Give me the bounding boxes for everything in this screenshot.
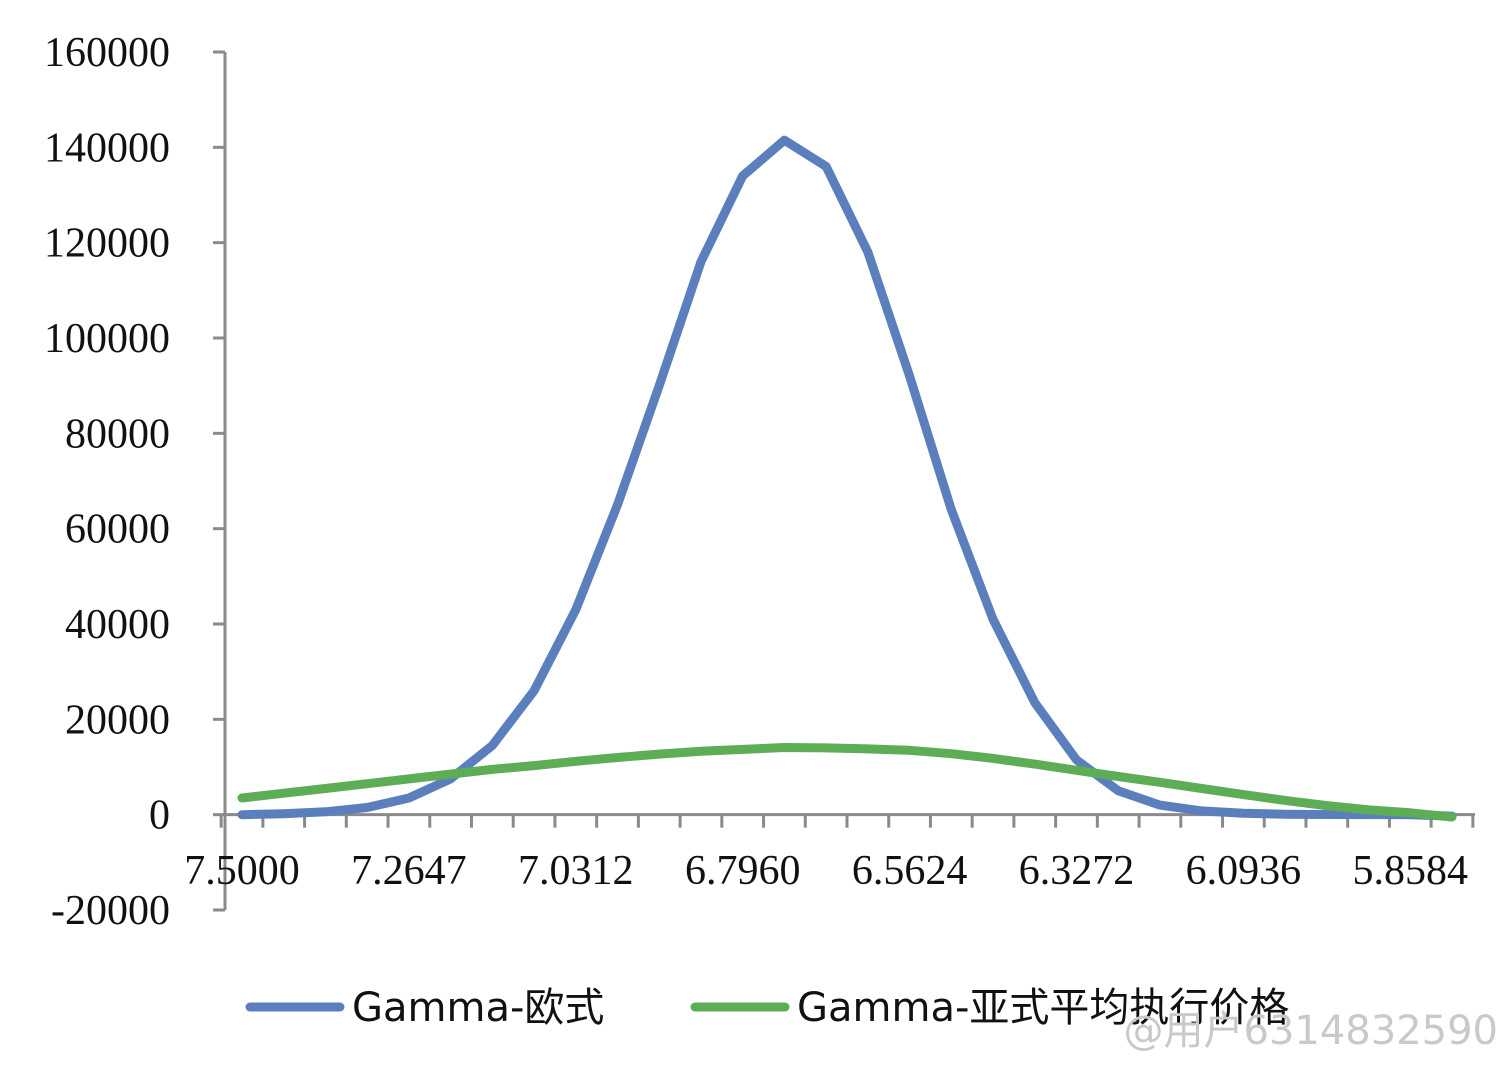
y-tick-label: 40000	[65, 602, 170, 648]
x-tick-label: 6.3272	[1019, 848, 1135, 894]
y-tick-label: 140000	[44, 125, 170, 171]
legend-label-gamma-european: Gamma-欧式	[352, 985, 604, 1031]
x-tick-label: 7.0312	[518, 848, 634, 894]
y-tick-label: 100000	[44, 316, 170, 362]
x-tick-label: 5.8584	[1353, 848, 1469, 894]
y-tick-label: 80000	[65, 411, 170, 457]
legend-label-gamma-asian: Gamma-亚式平均执行价格	[797, 985, 1289, 1031]
y-tick-label: 120000	[44, 221, 170, 267]
x-tick-label: 7.5000	[184, 848, 300, 894]
y-axis: -20000 0 20000 40000 60000 80000 100000 120000 1…	[44, 30, 227, 934]
x-tick-label: 6.5624	[852, 848, 968, 894]
y-tick-label: 60000	[65, 507, 170, 553]
legend: Gamma-欧式 Gamma-亚式平均执行价格	[245, 985, 1289, 1031]
series-line-0	[237, 135, 1457, 821]
watermark-text: @用户6314832590	[1124, 1008, 1499, 1054]
y-tick-label: -20000	[51, 888, 170, 934]
y-tick-label: 20000	[65, 697, 170, 743]
x-tick-label: 7.2647	[351, 848, 467, 894]
x-axis: 7.5000 7.2647 7.0312 6.7960 6.5624 6.3272 6.09…	[184, 813, 1475, 894]
series-line-1	[237, 743, 1457, 822]
y-tick-label: 160000	[44, 30, 170, 76]
x-tick-label: 6.7960	[685, 848, 801, 894]
x-tick-label: 6.0936	[1186, 848, 1302, 894]
y-tick-label: 0	[149, 793, 170, 839]
series-layer	[237, 135, 1457, 822]
